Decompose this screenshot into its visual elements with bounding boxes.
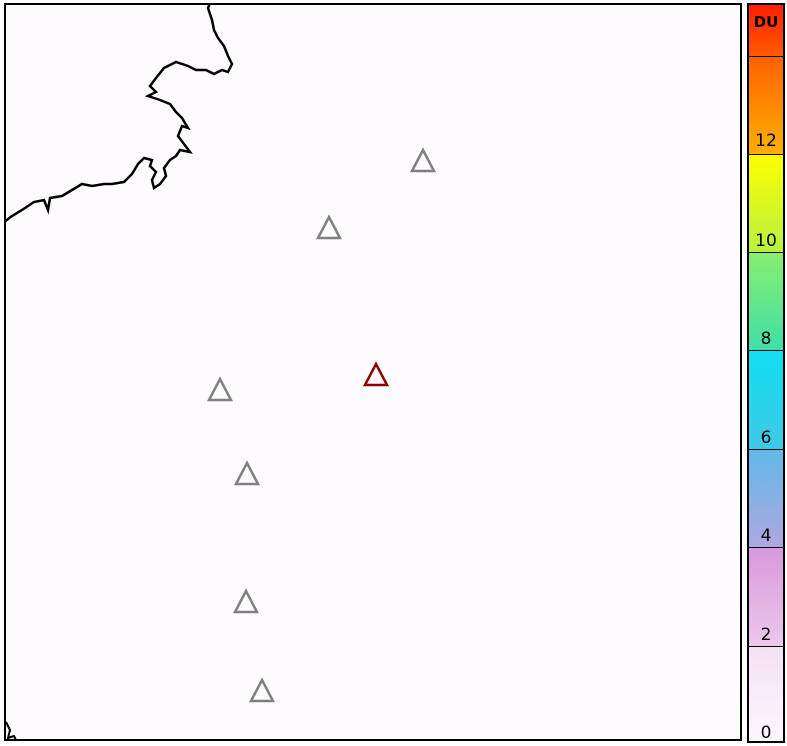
colorbar-segment [749, 646, 783, 741]
colorbar-tick [749, 56, 783, 57]
coastline [4, 3, 234, 223]
volcano-2-triangle-icon [315, 214, 343, 240]
colorbar-tick [749, 449, 783, 450]
coastline-islet [5, 721, 17, 741]
colorbar-label: 8 [760, 329, 772, 349]
colorbar-label: 6 [760, 428, 772, 448]
colorbar-segment [749, 350, 783, 449]
colorbar-tick [749, 547, 783, 548]
colorbar-unit: DU [753, 13, 779, 31]
colorbar-segment [749, 154, 783, 252]
map-canvas [4, 3, 437, 741]
colorbar-segment [749, 547, 783, 646]
colorbar-segment [749, 252, 783, 350]
colorbar-segment [749, 5, 783, 56]
colorbar-label: 4 [760, 526, 772, 546]
volcano-7-triangle-icon [248, 677, 276, 703]
colorbar-tick [749, 646, 783, 647]
colorbar-label: 10 [755, 231, 777, 251]
colorbar-label: 12 [755, 131, 777, 151]
colorbar: DU 12 10 8 6 4 2 0 [747, 3, 785, 743]
volcano-5-triangle-icon [233, 460, 261, 486]
colorbar-segment [749, 449, 783, 547]
volcano-active-triangle-icon [362, 361, 390, 387]
colorbar-tick [749, 350, 783, 351]
colorbar-label: 0 [760, 723, 772, 743]
colorbar-label: 2 [760, 625, 772, 645]
colorbar-tick [749, 154, 783, 155]
volcano-6-triangle-icon [232, 588, 260, 614]
volcano-1-triangle-icon [409, 147, 437, 173]
colorbar-tick [749, 252, 783, 253]
colorbar-segment [749, 56, 783, 154]
volcano-4-triangle-icon [206, 376, 234, 402]
so2-map [4, 3, 742, 741]
